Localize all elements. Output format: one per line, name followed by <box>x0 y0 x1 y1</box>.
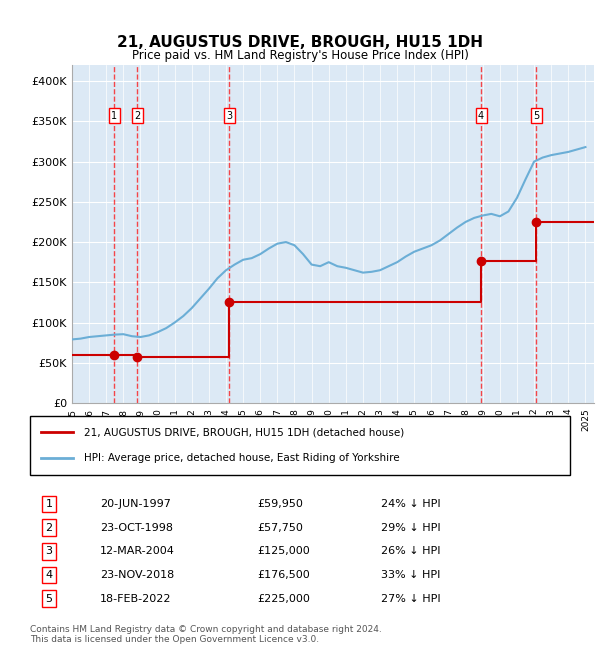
Text: 33% ↓ HPI: 33% ↓ HPI <box>381 570 440 580</box>
Text: 26% ↓ HPI: 26% ↓ HPI <box>381 546 440 556</box>
Text: 23-NOV-2018: 23-NOV-2018 <box>100 570 175 580</box>
Text: 1: 1 <box>46 499 52 509</box>
Text: 5: 5 <box>533 111 539 121</box>
Text: 4: 4 <box>478 111 484 121</box>
Text: £57,750: £57,750 <box>257 523 302 533</box>
FancyBboxPatch shape <box>30 416 570 474</box>
Text: 27% ↓ HPI: 27% ↓ HPI <box>381 593 440 604</box>
Text: 18-FEB-2022: 18-FEB-2022 <box>100 593 172 604</box>
Text: 3: 3 <box>226 111 232 121</box>
Text: £125,000: £125,000 <box>257 546 310 556</box>
Text: Price paid vs. HM Land Registry's House Price Index (HPI): Price paid vs. HM Land Registry's House … <box>131 49 469 62</box>
Text: £59,950: £59,950 <box>257 499 302 509</box>
Text: 12-MAR-2004: 12-MAR-2004 <box>100 546 175 556</box>
Text: £225,000: £225,000 <box>257 593 310 604</box>
Text: This data is licensed under the Open Government Licence v3.0.: This data is licensed under the Open Gov… <box>30 635 319 644</box>
Text: 5: 5 <box>46 593 52 604</box>
Text: 20-JUN-1997: 20-JUN-1997 <box>100 499 171 509</box>
Text: 1: 1 <box>111 111 117 121</box>
Text: HPI: Average price, detached house, East Riding of Yorkshire: HPI: Average price, detached house, East… <box>84 453 400 463</box>
Text: 29% ↓ HPI: 29% ↓ HPI <box>381 523 440 533</box>
Text: 2: 2 <box>46 523 52 533</box>
Text: 4: 4 <box>46 570 52 580</box>
Text: 21, AUGUSTUS DRIVE, BROUGH, HU15 1DH (detached house): 21, AUGUSTUS DRIVE, BROUGH, HU15 1DH (de… <box>84 428 404 437</box>
Text: £176,500: £176,500 <box>257 570 310 580</box>
Text: Contains HM Land Registry data © Crown copyright and database right 2024.: Contains HM Land Registry data © Crown c… <box>30 625 382 634</box>
Text: 24% ↓ HPI: 24% ↓ HPI <box>381 499 440 509</box>
Text: 21, AUGUSTUS DRIVE, BROUGH, HU15 1DH: 21, AUGUSTUS DRIVE, BROUGH, HU15 1DH <box>117 34 483 50</box>
Text: 23-OCT-1998: 23-OCT-1998 <box>100 523 173 533</box>
Text: 2: 2 <box>134 111 140 121</box>
Text: 3: 3 <box>46 546 52 556</box>
